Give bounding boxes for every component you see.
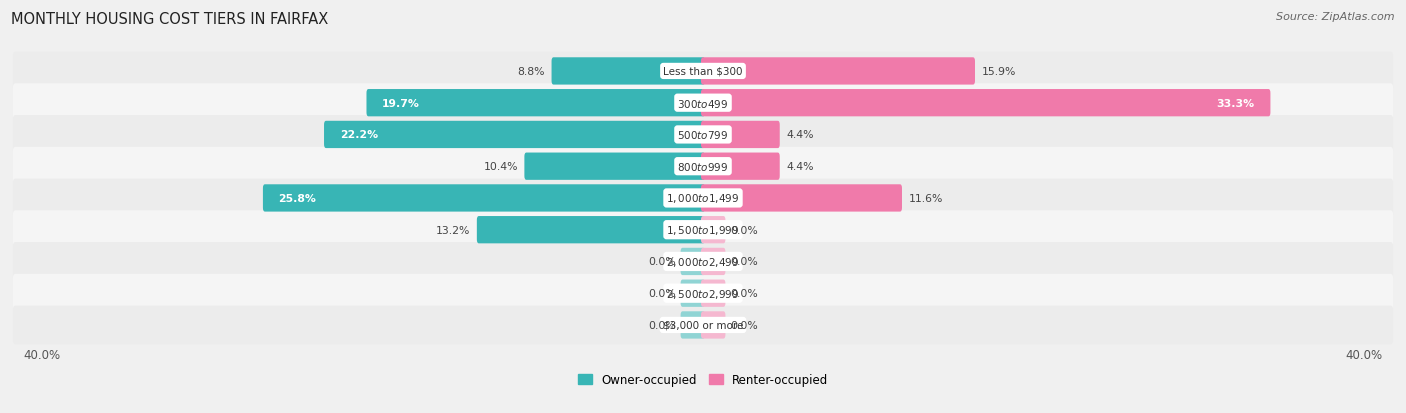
Text: $800 to $999: $800 to $999 xyxy=(678,161,728,173)
FancyBboxPatch shape xyxy=(702,90,1271,117)
FancyBboxPatch shape xyxy=(702,153,780,180)
Text: $2,000 to $2,499: $2,000 to $2,499 xyxy=(666,255,740,268)
FancyBboxPatch shape xyxy=(551,58,704,85)
FancyBboxPatch shape xyxy=(681,280,704,307)
FancyBboxPatch shape xyxy=(13,211,1393,249)
Text: $300 to $499: $300 to $499 xyxy=(678,97,728,109)
FancyBboxPatch shape xyxy=(13,306,1393,344)
Text: $2,500 to $2,999: $2,500 to $2,999 xyxy=(666,287,740,300)
Text: 0.0%: 0.0% xyxy=(648,257,676,267)
FancyBboxPatch shape xyxy=(13,84,1393,123)
Text: 19.7%: 19.7% xyxy=(382,98,420,109)
FancyBboxPatch shape xyxy=(681,248,704,275)
FancyBboxPatch shape xyxy=(13,116,1393,154)
FancyBboxPatch shape xyxy=(13,274,1393,313)
Text: 8.8%: 8.8% xyxy=(517,67,546,77)
Text: 15.9%: 15.9% xyxy=(981,67,1015,77)
Text: 0.0%: 0.0% xyxy=(648,320,676,330)
Text: 13.2%: 13.2% xyxy=(436,225,471,235)
FancyBboxPatch shape xyxy=(702,248,725,275)
FancyBboxPatch shape xyxy=(702,58,974,85)
FancyBboxPatch shape xyxy=(367,90,704,117)
Text: 33.3%: 33.3% xyxy=(1216,98,1254,109)
FancyBboxPatch shape xyxy=(702,311,725,339)
FancyBboxPatch shape xyxy=(702,185,903,212)
FancyBboxPatch shape xyxy=(323,121,704,149)
Text: 0.0%: 0.0% xyxy=(730,257,758,267)
Text: 0.0%: 0.0% xyxy=(648,289,676,299)
FancyBboxPatch shape xyxy=(13,52,1393,91)
FancyBboxPatch shape xyxy=(13,147,1393,186)
FancyBboxPatch shape xyxy=(13,242,1393,281)
Text: 4.4%: 4.4% xyxy=(786,130,814,140)
FancyBboxPatch shape xyxy=(702,280,725,307)
FancyBboxPatch shape xyxy=(263,185,704,212)
Text: 0.0%: 0.0% xyxy=(730,225,758,235)
Text: Less than $300: Less than $300 xyxy=(664,67,742,77)
Text: 22.2%: 22.2% xyxy=(340,130,378,140)
Legend: Owner-occupied, Renter-occupied: Owner-occupied, Renter-occupied xyxy=(572,369,834,391)
Text: Source: ZipAtlas.com: Source: ZipAtlas.com xyxy=(1277,12,1395,22)
Text: 0.0%: 0.0% xyxy=(730,289,758,299)
Text: $1,500 to $1,999: $1,500 to $1,999 xyxy=(666,224,740,237)
Text: 25.8%: 25.8% xyxy=(278,193,316,204)
FancyBboxPatch shape xyxy=(702,216,725,244)
Text: 0.0%: 0.0% xyxy=(730,320,758,330)
Text: 4.4%: 4.4% xyxy=(786,162,814,172)
Text: 40.0%: 40.0% xyxy=(24,348,60,361)
Text: MONTHLY HOUSING COST TIERS IN FAIRFAX: MONTHLY HOUSING COST TIERS IN FAIRFAX xyxy=(11,12,329,27)
Text: $3,000 or more: $3,000 or more xyxy=(662,320,744,330)
FancyBboxPatch shape xyxy=(681,311,704,339)
FancyBboxPatch shape xyxy=(477,216,704,244)
FancyBboxPatch shape xyxy=(13,179,1393,218)
Text: $500 to $799: $500 to $799 xyxy=(678,129,728,141)
FancyBboxPatch shape xyxy=(524,153,704,180)
Text: $1,000 to $1,499: $1,000 to $1,499 xyxy=(666,192,740,205)
Text: 10.4%: 10.4% xyxy=(484,162,517,172)
FancyBboxPatch shape xyxy=(702,121,780,149)
Text: 11.6%: 11.6% xyxy=(908,193,943,204)
Text: 40.0%: 40.0% xyxy=(1346,348,1382,361)
